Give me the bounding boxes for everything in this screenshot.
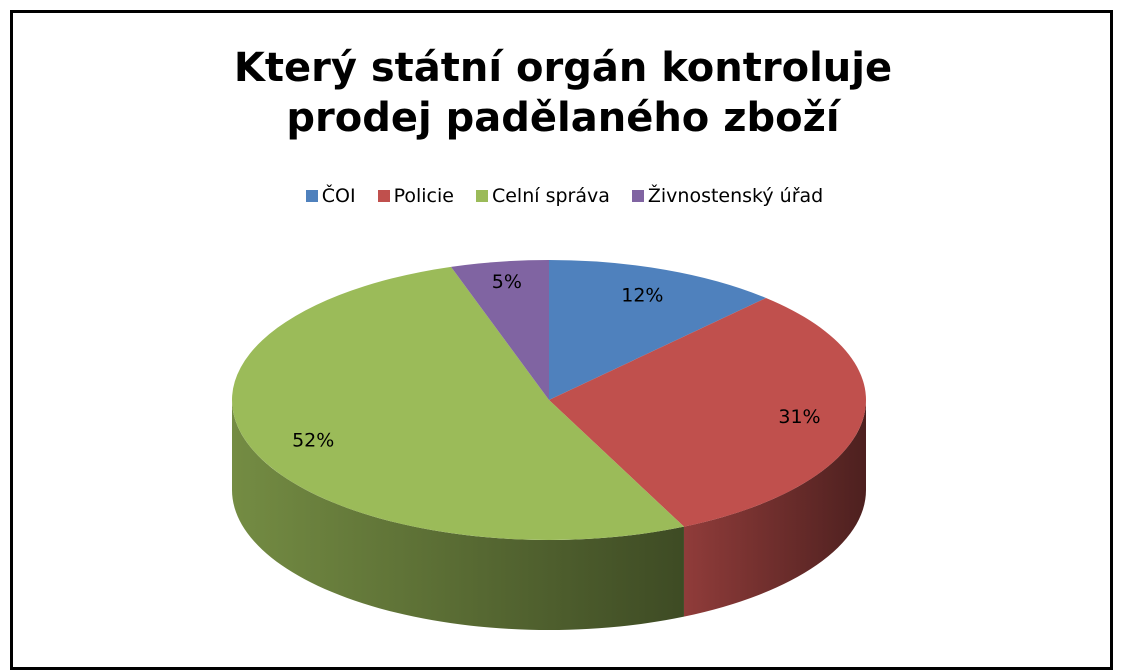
pie-side — [231, 400, 684, 630]
pie-slice — [549, 260, 767, 400]
data-label: 12% — [621, 284, 663, 306]
legend-swatch — [377, 190, 390, 202]
legend-label: Celní správa — [491, 185, 610, 207]
pie-slice — [231, 266, 684, 541]
pie-slice — [451, 260, 549, 400]
chart-frame: Který státní orgán kontroluje prodej pad… — [10, 10, 1113, 670]
legend-swatch — [475, 190, 488, 202]
data-label: 5% — [492, 271, 522, 293]
legend: ČOI Policie Celní správa Živnostenský úřad — [13, 185, 1116, 207]
legend-item: Živnostenský úřad — [631, 185, 824, 207]
page: Který státní orgán kontroluje prodej pad… — [10, 10, 1113, 670]
pie-slice — [549, 297, 866, 527]
legend-label: Živnostenský úřad — [647, 185, 824, 207]
legend-item: ČOI — [305, 185, 356, 207]
pie-side — [683, 400, 866, 617]
legend-item: Policie — [377, 185, 454, 207]
chart: 12% 31% 52% 5% — [231, 260, 866, 630]
data-label: 31% — [778, 406, 820, 428]
legend-item: Celní správa — [475, 185, 610, 207]
legend-swatch — [305, 190, 318, 202]
legend-label: ČOI — [321, 185, 356, 207]
legend-swatch — [631, 190, 644, 202]
legend-label: Policie — [393, 185, 454, 207]
chart-title: Který státní orgán kontroluje prodej pad… — [233, 45, 893, 141]
data-label: 52% — [292, 430, 334, 452]
